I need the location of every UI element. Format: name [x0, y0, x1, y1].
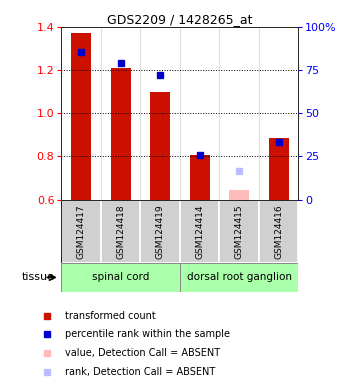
Bar	[61, 200, 101, 263]
Bar	[259, 200, 298, 263]
Text: rank, Detection Call = ABSENT: rank, Detection Call = ABSENT	[65, 367, 215, 377]
Bar	[150, 92, 170, 200]
Bar	[229, 190, 249, 200]
Text: spinal cord: spinal cord	[92, 272, 149, 283]
Text: GSM124414: GSM124414	[195, 204, 204, 258]
Text: percentile rank within the sample: percentile rank within the sample	[65, 329, 230, 339]
Text: transformed count: transformed count	[65, 311, 155, 321]
Text: GSM124415: GSM124415	[235, 204, 243, 259]
Text: GSM124419: GSM124419	[155, 204, 165, 259]
Bar	[269, 138, 288, 200]
Text: GSM124418: GSM124418	[116, 204, 125, 259]
Bar	[71, 33, 91, 200]
Text: GSM124416: GSM124416	[274, 204, 283, 259]
Bar	[190, 156, 209, 200]
Title: GDS2209 / 1428265_at: GDS2209 / 1428265_at	[107, 13, 253, 26]
Bar	[61, 263, 180, 292]
Text: tissue: tissue	[21, 272, 55, 283]
Bar	[180, 200, 219, 263]
Text: value, Detection Call = ABSENT: value, Detection Call = ABSENT	[65, 348, 220, 358]
Bar	[180, 263, 298, 292]
Bar	[111, 68, 131, 200]
Bar	[140, 200, 180, 263]
Bar	[219, 200, 259, 263]
Text: dorsal root ganglion: dorsal root ganglion	[187, 272, 292, 283]
Bar	[101, 200, 140, 263]
Text: GSM124417: GSM124417	[77, 204, 86, 259]
